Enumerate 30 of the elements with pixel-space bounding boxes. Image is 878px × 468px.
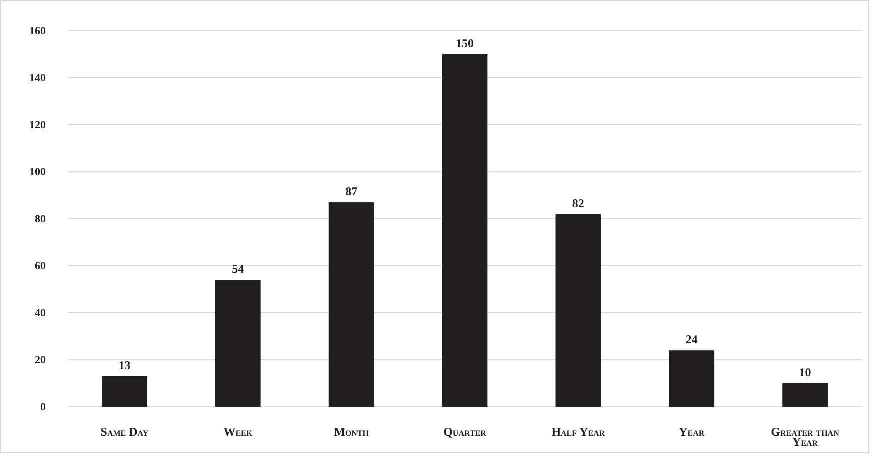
bar (328, 202, 374, 407)
bar (442, 54, 488, 407)
x-tick-label: Greater than Year (771, 425, 840, 449)
data-label: 82 (572, 196, 584, 210)
y-tick-label: 120 (30, 120, 46, 132)
x-tick-label: Month (334, 425, 370, 439)
y-tick-label: 140 (30, 72, 46, 85)
x-tick-label: Year (679, 425, 705, 439)
data-label: 24 (686, 332, 698, 347)
y-tick-label: 160 (30, 26, 46, 38)
y-tick-label: 100 (30, 166, 46, 179)
bar (669, 350, 715, 407)
y-tick-label: 40 (35, 308, 46, 320)
x-tick-label: Same Day (100, 425, 149, 439)
data-label: 87 (346, 184, 358, 199)
y-tick-label: 0 (40, 402, 46, 414)
y-tick-label: 80 (35, 214, 46, 226)
bar (556, 214, 602, 407)
x-tick-label: Week (224, 425, 254, 439)
bar (782, 384, 828, 407)
y-tick-label: 60 (35, 260, 46, 273)
data-label: 10 (799, 366, 812, 380)
bar (215, 280, 261, 407)
data-label: 54 (232, 262, 244, 276)
y-tick-label: 20 (35, 354, 46, 367)
bar (102, 376, 148, 407)
x-tick-label: Quarter (444, 425, 487, 439)
data-label: 150 (456, 36, 474, 50)
data-label: 13 (118, 358, 131, 372)
x-tick-label: Half Year (552, 425, 606, 439)
